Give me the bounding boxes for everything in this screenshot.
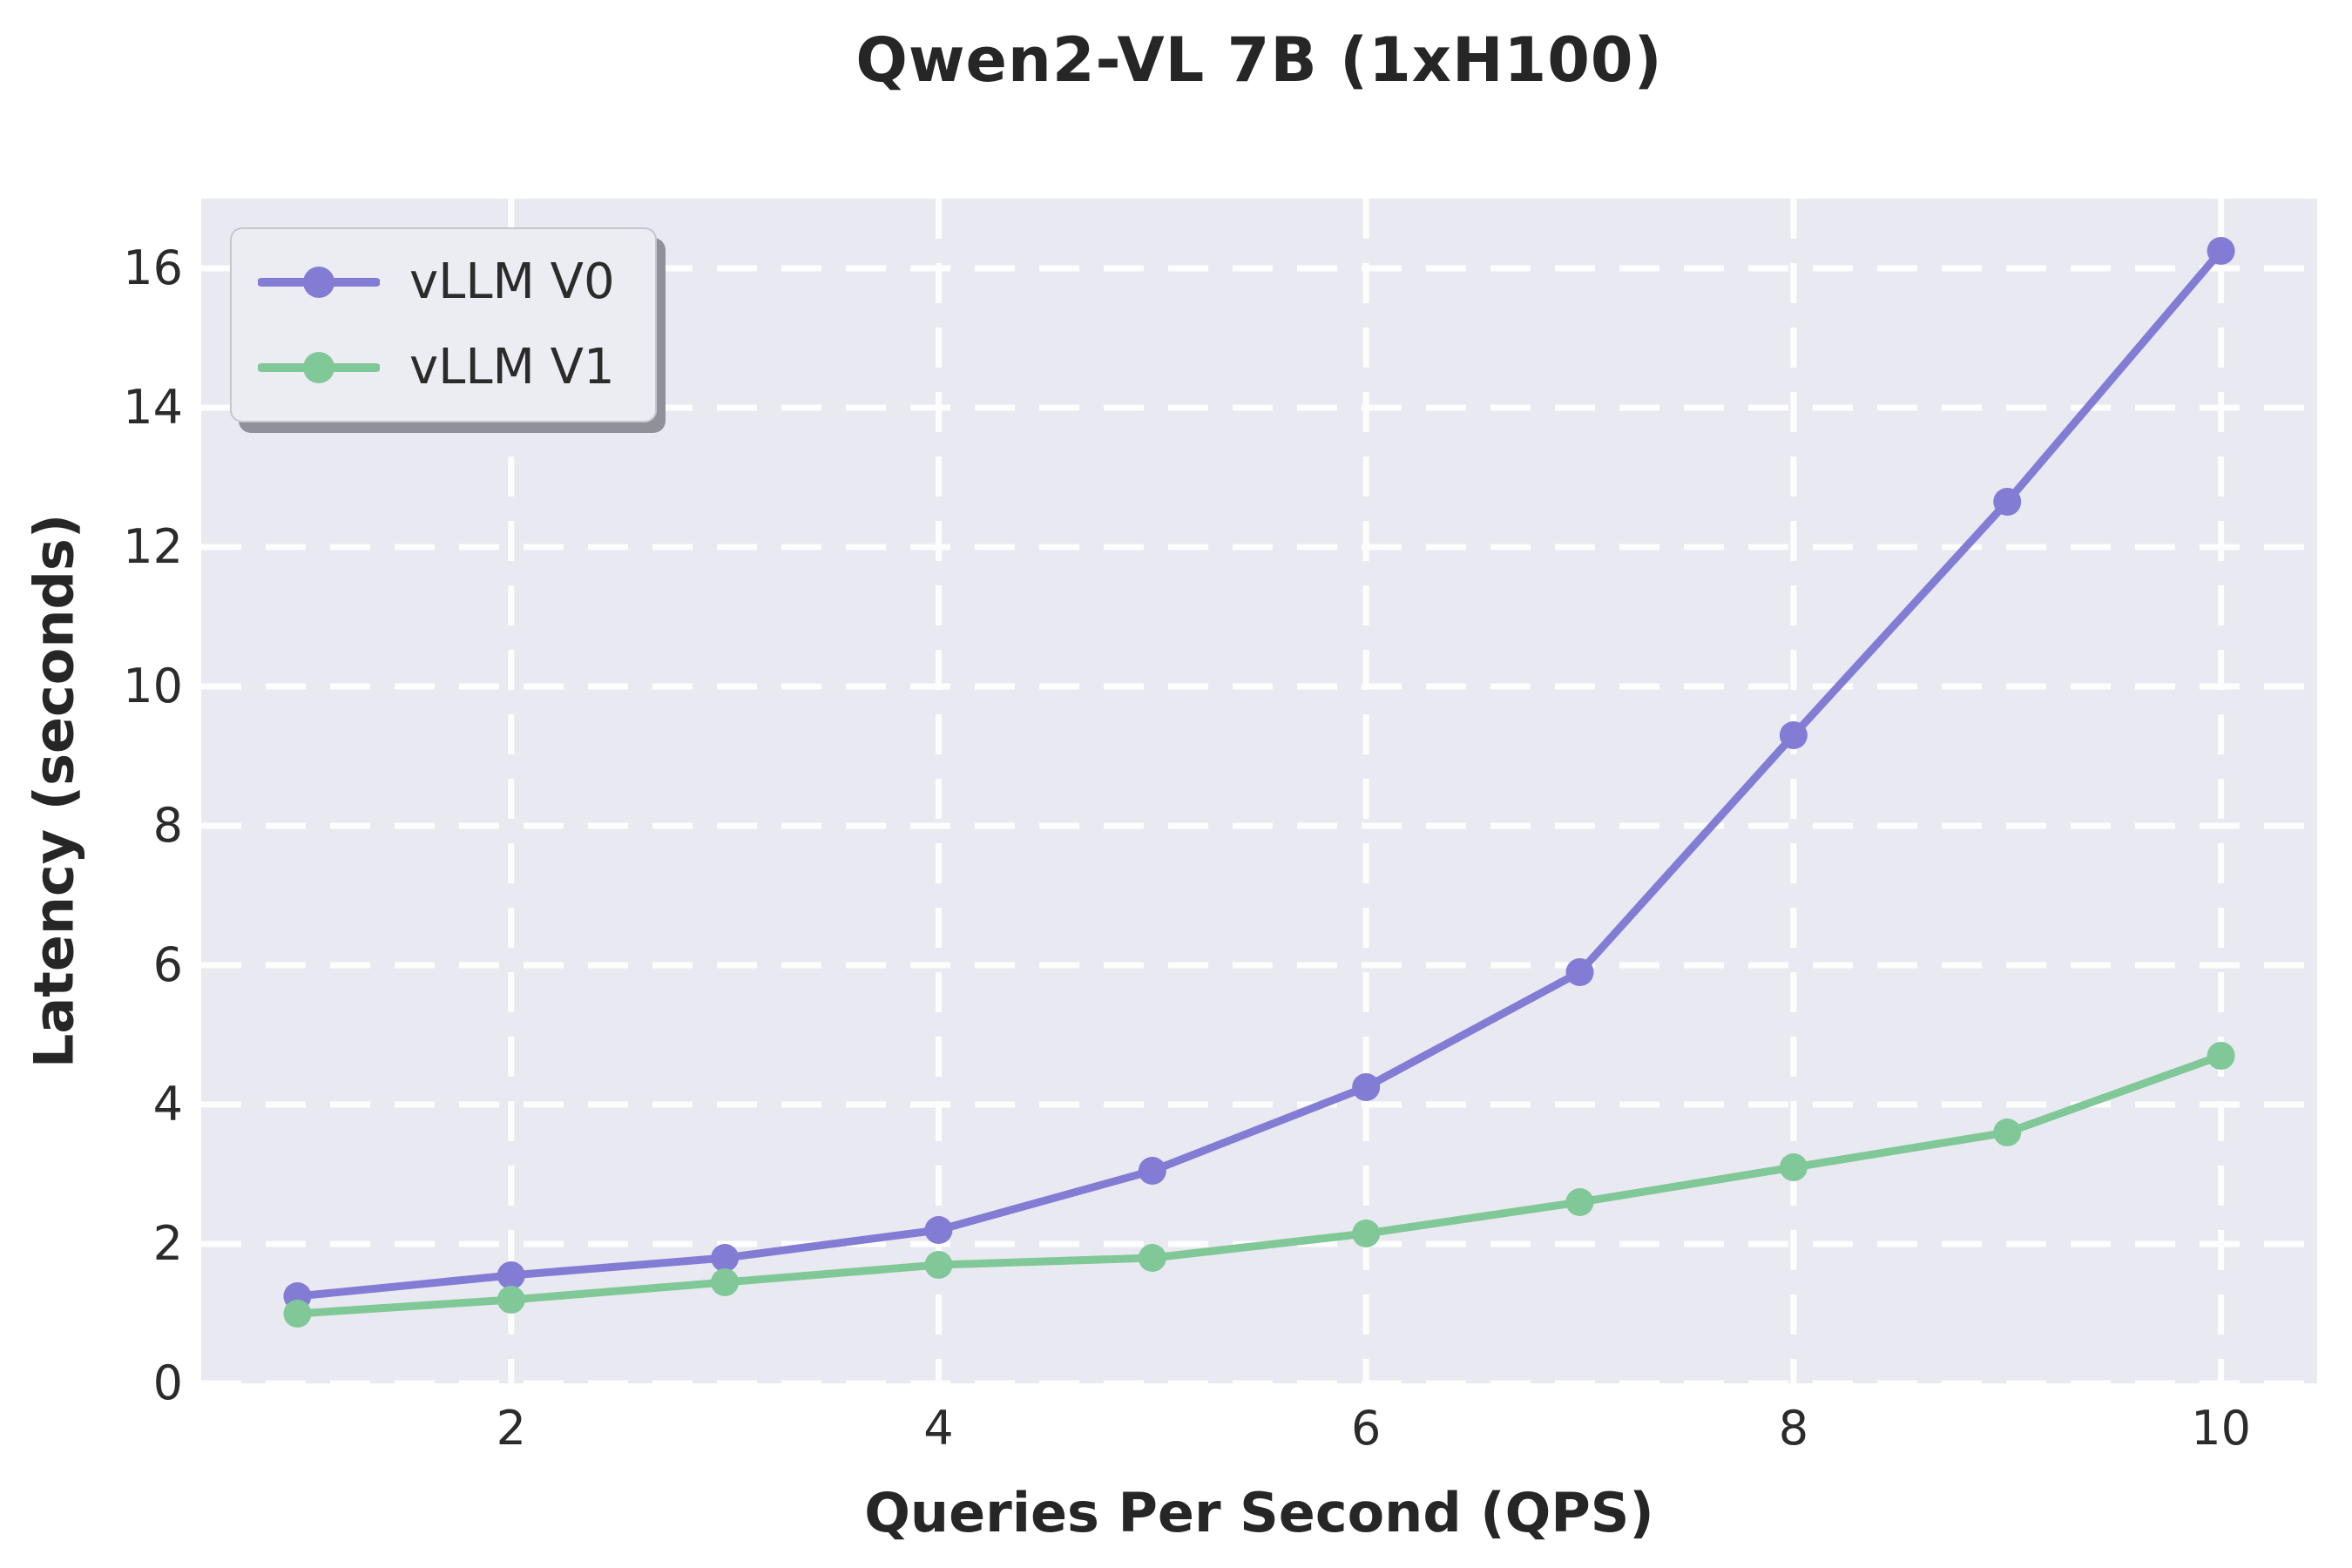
- data-point: [711, 1268, 740, 1296]
- data-point: [1138, 1157, 1166, 1185]
- data-point: [2207, 237, 2235, 265]
- y-tick-label: 0: [152, 1355, 183, 1410]
- data-point: [283, 1300, 312, 1328]
- x-tick-label: 6: [1350, 1401, 1382, 1456]
- x-tick-label: 8: [1778, 1401, 1809, 1456]
- legend-swatch-line-v0: [258, 267, 380, 298]
- data-point: [1352, 1220, 1381, 1247]
- chart-title: Qwen2-VL 7B (1xH100): [855, 24, 1663, 96]
- y-tick-label: 8: [152, 798, 183, 853]
- series-vllm-v0: [283, 237, 2235, 1310]
- x-tick-label: 10: [2191, 1401, 2251, 1456]
- x-axis-label: Queries Per Second (QPS): [864, 1481, 1654, 1544]
- data-point: [1352, 1073, 1381, 1101]
- y-tick-label: 6: [152, 937, 183, 992]
- y-tick-label: 2: [152, 1216, 183, 1271]
- y-tick-label: 10: [123, 659, 183, 713]
- data-point: [497, 1286, 525, 1314]
- x-tick-label: 4: [923, 1401, 954, 1456]
- data-point: [1993, 1119, 2022, 1146]
- x-tick-label: 2: [496, 1401, 526, 1456]
- data-point: [1565, 1188, 1594, 1216]
- legend-item-vllm-v1: vLLM V1: [258, 337, 615, 398]
- legend: vLLM V0 vLLM V1: [230, 227, 657, 422]
- data-point: [2207, 1042, 2235, 1070]
- data-point: [1138, 1244, 1166, 1272]
- data-point: [924, 1251, 953, 1279]
- plot-canvas: [201, 199, 2317, 1383]
- y-axis-label: Latency (seconds): [22, 513, 86, 1069]
- data-point: [497, 1261, 525, 1289]
- data-point: [1779, 721, 1808, 749]
- legend-item-vllm-v0: vLLM V0: [258, 252, 615, 313]
- data-point: [1779, 1153, 1808, 1181]
- legend-swatch-line-v1: [258, 352, 380, 383]
- y-tick-label: 14: [123, 380, 183, 435]
- legend-label-v1: vLLM V1: [409, 339, 615, 395]
- y-tick-label: 4: [152, 1077, 183, 1132]
- legend-label-v0: vLLM V0: [409, 253, 615, 310]
- data-point: [924, 1216, 953, 1244]
- y-tick-label: 16: [123, 240, 183, 295]
- y-tick-label: 12: [123, 519, 183, 574]
- data-point: [711, 1244, 740, 1272]
- data-point: [1993, 488, 2022, 516]
- data-point: [1565, 958, 1594, 986]
- series-vllm-v1: [283, 1042, 2235, 1328]
